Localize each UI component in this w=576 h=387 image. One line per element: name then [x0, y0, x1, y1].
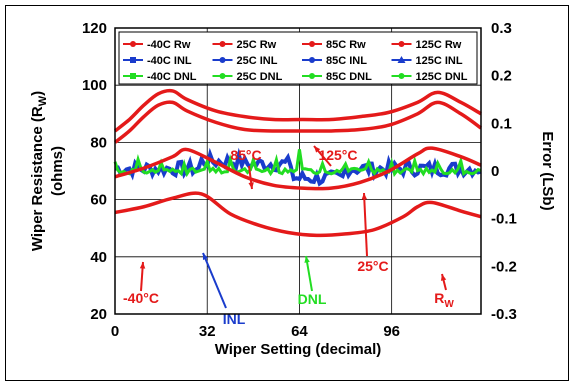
series-rw-line — [114, 146, 482, 191]
annotation-inl: INL — [223, 311, 246, 327]
legend-label: 25C DNL — [237, 71, 283, 83]
y-left-tick-label: 20 — [90, 306, 107, 323]
x-tick-label: 64 — [291, 323, 308, 340]
series-inl — [114, 147, 482, 187]
annotation-rw: RW — [434, 290, 454, 310]
legend-marker — [219, 57, 226, 63]
y-left-label-line2: (ohms) — [49, 146, 66, 196]
legend-label: -40C DNL — [147, 71, 197, 83]
x-tick-label: 0 — [111, 323, 119, 340]
plot-border — [114, 27, 482, 315]
legend-marker — [130, 41, 136, 47]
legend-marker — [309, 41, 315, 47]
legend-marker — [398, 73, 405, 79]
annotation-dnl: DNL — [298, 291, 327, 307]
arrow-85c-head — [248, 182, 254, 189]
y-right-tick-label: 0.2 — [491, 68, 512, 85]
annotation-25c: 25°C — [357, 258, 388, 274]
legend-box — [118, 31, 478, 85]
annotations: 85°C 125°C -40°C INL DNL 25°C RW — [123, 145, 454, 327]
tick-labels: 20 40 60 80 100 120 -0.3 -0.2 -0.1 0 0.1 0.2 0.3 0 32 6… — [82, 20, 517, 340]
y-axis-right-label: Error (LSb) — [539, 131, 556, 210]
legend-label: -40C INL — [147, 55, 192, 67]
chart-svg: -40C Rw 25C Rw 85C Rw 125C Rw -40C INL 25C IN… — [29, 20, 556, 358]
legend-label: 85C Rw — [326, 39, 366, 51]
series-rw-line — [113, 88, 482, 133]
x-tick-label: 96 — [383, 323, 400, 340]
y-right-tick-label: -0.2 — [491, 258, 517, 275]
legend-marker — [309, 73, 315, 79]
x-axis-label: Wiper Setting (decimal) — [215, 341, 382, 358]
legend-marker — [219, 73, 226, 79]
legend-marker — [219, 41, 226, 47]
arrow-inl-head — [202, 253, 209, 260]
y-left-tick-label: 40 — [90, 249, 107, 266]
series-layer — [113, 88, 483, 238]
y-left-label-line1: Wiper Resistance (RW) — [29, 91, 49, 251]
legend-label: 125C DNL — [416, 71, 468, 83]
x-tick-label: 32 — [199, 323, 216, 340]
y-left-tick-label: 60 — [90, 192, 107, 209]
legend-label: 85C DNL — [326, 71, 372, 83]
series-rw-line — [114, 191, 482, 238]
y-left-tick-label: 80 — [90, 134, 107, 151]
arrow-125c-head — [314, 146, 321, 153]
annotation-85c: 85°C — [230, 147, 261, 163]
arrow-rw-head — [440, 274, 447, 281]
arrow-25c — [363, 192, 368, 257]
y-right-tick-label: -0.3 — [491, 306, 517, 323]
legend-marker — [130, 57, 136, 63]
y-left-tick-label: 120 — [82, 20, 107, 37]
y-right-tick-label: 0.3 — [491, 20, 512, 37]
chart-frame: -40C Rw 25C Rw 85C Rw 125C Rw -40C INL 25C IN… — [5, 5, 569, 381]
y-right-tick-label: 0 — [491, 163, 499, 180]
arrow-25c-head — [361, 193, 368, 200]
legend-label: 125C Rw — [416, 39, 462, 51]
legend-marker — [398, 41, 405, 47]
y-axis-left-label: Wiper Resistance (RW)(ohms) — [29, 91, 66, 251]
legend-label: 25C Rw — [237, 39, 277, 51]
legend-label: 85C INL — [326, 55, 367, 67]
arrow-minus40c-head — [139, 262, 146, 269]
arrow-dnl-head — [304, 256, 310, 263]
series-dnl — [113, 149, 482, 178]
annotation-125c: 125°C — [318, 147, 357, 163]
y-right-tick-label: 0.1 — [491, 115, 512, 132]
legend-marker — [309, 57, 315, 63]
arrow-inl — [202, 252, 227, 309]
annotation-minus40c: -40°C — [123, 290, 159, 306]
series-rw-line — [113, 100, 483, 144]
legend-label: -40C Rw — [147, 39, 191, 51]
legend-marker — [130, 73, 136, 79]
legend-label: 25C INL — [237, 55, 278, 67]
legend: -40C Rw 25C Rw 85C Rw 125C Rw -40C INL 25C IN… — [118, 31, 478, 85]
legend-label: 125C INL — [416, 55, 463, 67]
legend-marker — [397, 56, 406, 63]
y-left-tick-label: 100 — [82, 77, 107, 94]
y-right-tick-label: -0.1 — [491, 211, 517, 228]
